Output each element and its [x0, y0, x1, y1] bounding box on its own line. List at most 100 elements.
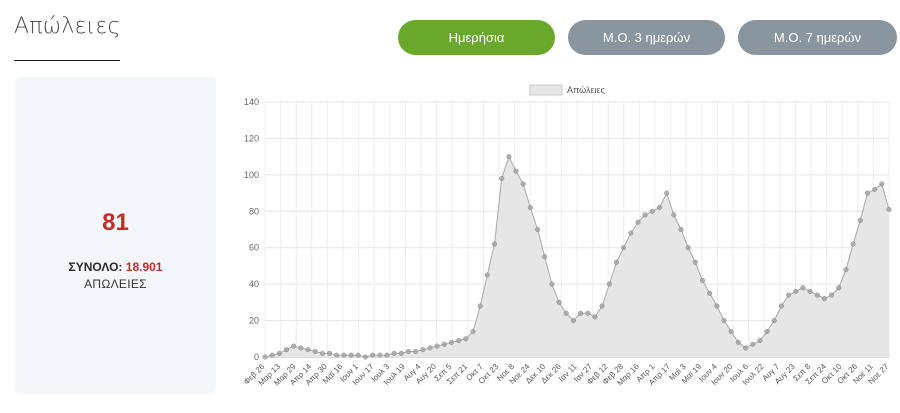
data-point	[477, 303, 483, 309]
y-tick-label: 40	[249, 279, 259, 289]
data-point	[283, 347, 290, 353]
data-point	[886, 206, 892, 213]
data-point	[269, 352, 275, 358]
data-point	[556, 299, 562, 305]
data-point	[513, 168, 519, 174]
data-point	[499, 175, 505, 182]
data-point	[570, 318, 576, 324]
data-point	[262, 354, 268, 360]
data-point	[276, 350, 282, 356]
data-point	[721, 318, 727, 324]
data-point	[714, 303, 720, 309]
data-point	[470, 328, 476, 335]
data-point	[850, 241, 856, 247]
data-point	[563, 310, 569, 316]
tab-daily[interactable]: Ημερήσια	[398, 20, 555, 55]
tab-3-day-average[interactable]: Μ.Ο. 3 ημερών	[568, 20, 725, 55]
data-point	[578, 310, 584, 316]
summary-subtitle: ΑΠΩΛΕΙΕΣ	[84, 277, 147, 291]
data-point	[699, 277, 706, 284]
view-tabs: Ημερήσια Μ.Ο. 3 ημερών Μ.Ο. 7 ημερών	[398, 20, 897, 55]
data-point	[527, 205, 533, 211]
legend-swatch	[529, 84, 563, 96]
tab-7-day-average[interactable]: Μ.Ο. 7 ημερών	[738, 20, 897, 55]
data-point	[814, 292, 820, 298]
series-line	[264, 155, 890, 358]
data-point	[821, 296, 827, 302]
data-point	[771, 318, 777, 324]
data-point	[764, 328, 770, 335]
data-point	[728, 328, 734, 335]
data-point	[743, 345, 749, 351]
data-point	[441, 341, 447, 347]
y-tick-label: 20	[249, 316, 259, 326]
data-point	[506, 154, 512, 160]
deaths-chart: 0 20 40 60 80 100 120 140 Φεβ 26 Μαρ 13 Μαρ 29 Απρ …	[225, 78, 895, 413]
data-point	[355, 352, 361, 358]
data-point	[649, 208, 655, 214]
summary-card: 81 ΣΥΝΟΛΟ: 18.901 ΑΠΩΛΕΙΕΣ	[15, 77, 216, 394]
total-value: 18.901	[125, 260, 163, 274]
data-point	[707, 290, 713, 296]
total-deaths: ΣΥΝΟΛΟ: 18.901	[15, 260, 216, 274]
data-point	[384, 352, 390, 358]
data-point	[491, 241, 498, 247]
data-point	[448, 339, 455, 345]
data-point	[864, 190, 871, 196]
data-point	[456, 338, 462, 344]
data-point	[319, 350, 325, 356]
data-point	[656, 205, 663, 211]
data-point	[427, 345, 433, 351]
data-point	[685, 245, 691, 251]
data-point	[377, 352, 383, 358]
data-point	[370, 352, 376, 358]
data-point	[800, 285, 806, 291]
data-point	[678, 226, 684, 233]
data-point	[599, 303, 605, 309]
data-point	[778, 303, 784, 309]
data-point	[484, 272, 490, 278]
data-point	[621, 245, 627, 251]
total-label: ΣΥΝΟΛΟ:	[68, 260, 123, 274]
daily-deaths-value: 81	[102, 209, 129, 236]
title-underline	[14, 60, 120, 61]
data-point	[520, 181, 526, 187]
data-point	[298, 345, 304, 351]
data-point	[879, 181, 885, 187]
y-tick-label: 0	[254, 352, 259, 362]
data-point	[549, 281, 555, 287]
legend: Απώλειες	[529, 84, 605, 96]
data-point	[786, 292, 792, 298]
data-point	[305, 347, 311, 353]
data-point	[642, 212, 648, 218]
data-point	[312, 348, 318, 355]
data-point	[735, 339, 741, 345]
data-point	[829, 292, 835, 298]
data-point	[872, 186, 878, 192]
y-tick-label: 120	[244, 133, 259, 143]
data-point	[420, 347, 426, 353]
data-point	[542, 254, 548, 260]
data-point	[757, 338, 763, 344]
data-point	[334, 352, 340, 358]
data-point	[291, 343, 297, 349]
data-point	[592, 314, 598, 320]
data-point	[671, 212, 677, 218]
data-point	[327, 350, 333, 356]
y-tick-label: 100	[244, 170, 259, 180]
data-point	[635, 219, 641, 225]
series-area	[265, 156, 889, 357]
data-point	[857, 217, 863, 223]
data-point	[434, 343, 440, 349]
data-point	[692, 259, 698, 265]
data-point	[405, 348, 411, 355]
page-title: Απώλειες	[14, 14, 121, 39]
data-point	[807, 288, 813, 294]
data-point	[535, 226, 541, 233]
data-point	[606, 281, 612, 287]
data-point	[750, 341, 756, 347]
data-point	[585, 310, 591, 316]
data-point	[628, 230, 634, 236]
data-point	[398, 350, 404, 356]
